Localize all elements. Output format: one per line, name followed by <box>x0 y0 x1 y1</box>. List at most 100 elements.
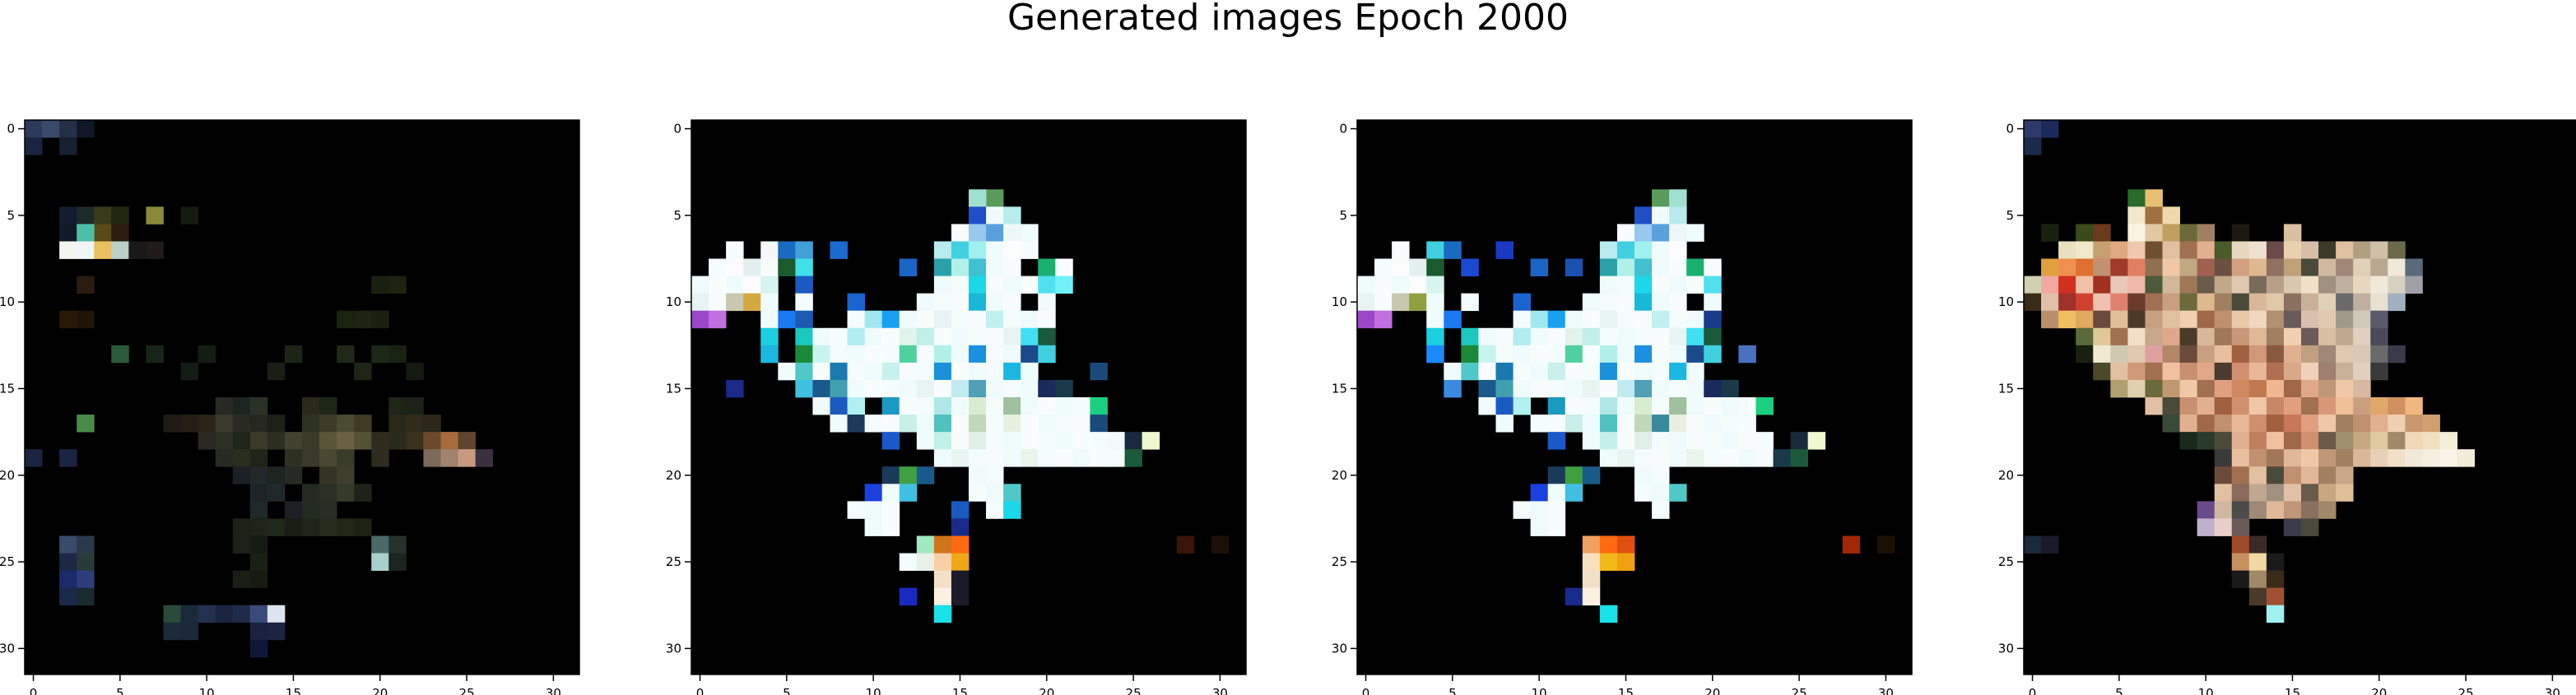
pixel-2-78 <box>1495 327 1514 346</box>
pixel-3-247 <box>2301 449 2319 467</box>
pixel-2-0 <box>1652 189 1670 207</box>
pixel-2-24 <box>1530 258 1549 276</box>
pixel-0-129 <box>77 570 95 589</box>
pixel-1-61 <box>1003 293 1021 312</box>
y-tick-label: 5 <box>1339 208 1347 223</box>
pixel-1-216 <box>864 501 883 519</box>
pixel-0-59 <box>354 415 372 433</box>
pixel-2-25 <box>1565 258 1583 276</box>
pixel-2-175 <box>1669 432 1687 450</box>
pixel-2-74 <box>1704 310 1722 329</box>
pixel-3-1 <box>2041 120 2059 138</box>
pixel-3-19 <box>2076 241 2094 259</box>
pixel-2-16 <box>1634 241 1653 259</box>
pixel-1-190 <box>1124 432 1143 450</box>
pixel-0-14 <box>77 224 95 242</box>
pixel-3-49 <box>2231 258 2250 276</box>
pixel-2-128 <box>1547 379 1566 398</box>
y-tick-label: 15 <box>0 381 15 396</box>
pixel-2-151 <box>1704 397 1722 415</box>
pixel-3-39 <box>2058 258 2076 276</box>
pixel-2-219 <box>1616 553 1635 572</box>
pixel-0-81 <box>215 449 234 467</box>
pixel-3-260 <box>2266 466 2285 484</box>
pixel-0-145 <box>249 639 268 658</box>
pixel-2-145 <box>1599 397 1618 415</box>
pixel-3-89 <box>2127 293 2146 312</box>
pixel-2-196 <box>1565 466 1583 484</box>
pixel-3-270 <box>2301 484 2319 502</box>
pixel-1-136 <box>916 379 935 398</box>
pixel-0-19 <box>111 241 129 259</box>
pixel-1-142 <box>1021 379 1039 398</box>
pixel-3-91 <box>2162 293 2180 312</box>
pixel-0-66 <box>249 432 268 450</box>
pixel-2-21 <box>1409 258 1427 276</box>
pixel-2-188 <box>1686 449 1704 467</box>
y-tick-label: 25 <box>1998 554 2014 569</box>
pixel-3-149 <box>2179 345 2198 364</box>
pixel-1-197 <box>1021 449 1039 467</box>
pixel-1-204 <box>881 466 900 484</box>
pixel-3-252 <box>2388 449 2406 467</box>
pixel-1-9 <box>1021 224 1039 242</box>
pixel-3-169 <box>2214 362 2233 381</box>
pixel-3-206 <box>2353 397 2371 415</box>
pixel-3-220 <box>2336 415 2354 433</box>
pixel-2-57 <box>1669 293 1687 312</box>
pixel-1-151 <box>933 397 952 415</box>
pixel-2-129 <box>1565 379 1583 398</box>
pixel-2-191 <box>1738 449 1756 467</box>
pixel-2-149 <box>1669 397 1687 415</box>
pixel-1-54 <box>795 293 813 312</box>
pixel-2-4 <box>1669 206 1687 225</box>
pixel-0-79 <box>25 449 43 467</box>
x-tick-label: 5 <box>1448 686 1457 695</box>
pixel-1-29 <box>951 258 969 276</box>
pixel-3-238 <box>2388 432 2406 450</box>
pixel-3-263 <box>2318 466 2337 484</box>
pixel-3-106 <box>2058 310 2076 329</box>
pixel-2-223 <box>1599 605 1618 623</box>
pixel-0-130 <box>232 570 251 589</box>
pixel-0-73 <box>371 432 389 450</box>
pixel-0-0 <box>25 120 43 138</box>
pixel-1-8 <box>1003 224 1021 242</box>
pixel-3-129 <box>2145 327 2163 346</box>
pixel-0-103 <box>337 484 355 502</box>
pixel-2-157 <box>1547 415 1566 433</box>
pixel-2-11 <box>1426 241 1444 259</box>
pixel-0-144 <box>267 622 286 641</box>
pixel-1-42 <box>951 276 969 294</box>
pixel-0-96 <box>284 466 303 484</box>
pixel-3-47 <box>2197 258 2216 276</box>
pixel-3-256 <box>2457 449 2476 467</box>
pixel-0-72 <box>354 432 372 450</box>
pixel-3-16 <box>2231 224 2250 242</box>
pixel-2-214 <box>1616 535 1635 554</box>
pixel-2-147 <box>1634 397 1653 415</box>
pixel-2-133 <box>1634 379 1653 398</box>
pixel-0-68 <box>284 432 303 450</box>
pixel-2-34 <box>1374 276 1393 294</box>
pixel-3-240 <box>2422 432 2440 450</box>
pixel-2-202 <box>1565 484 1583 502</box>
pixel-2-197 <box>1582 466 1601 484</box>
pixel-1-22 <box>726 258 744 276</box>
pixel-2-185 <box>1634 449 1653 467</box>
pixel-0-43 <box>249 397 268 415</box>
pixel-0-46 <box>388 397 407 415</box>
pixel-0-5 <box>59 137 77 155</box>
pixel-2-47 <box>1392 293 1410 312</box>
pixel-1-4 <box>1003 206 1021 225</box>
pixel-1-218 <box>951 501 969 519</box>
pixel-2-143 <box>1565 397 1583 415</box>
pixel-2-6 <box>1634 224 1653 242</box>
pixel-0-33 <box>284 345 303 364</box>
x-tick-label: 10 <box>199 686 215 695</box>
pixel-2-36 <box>1409 276 1427 294</box>
pixel-3-111 <box>2145 310 2163 329</box>
pixel-1-66 <box>778 310 796 329</box>
pixel-0-127 <box>388 553 407 572</box>
pixel-3-193 <box>2353 379 2371 398</box>
